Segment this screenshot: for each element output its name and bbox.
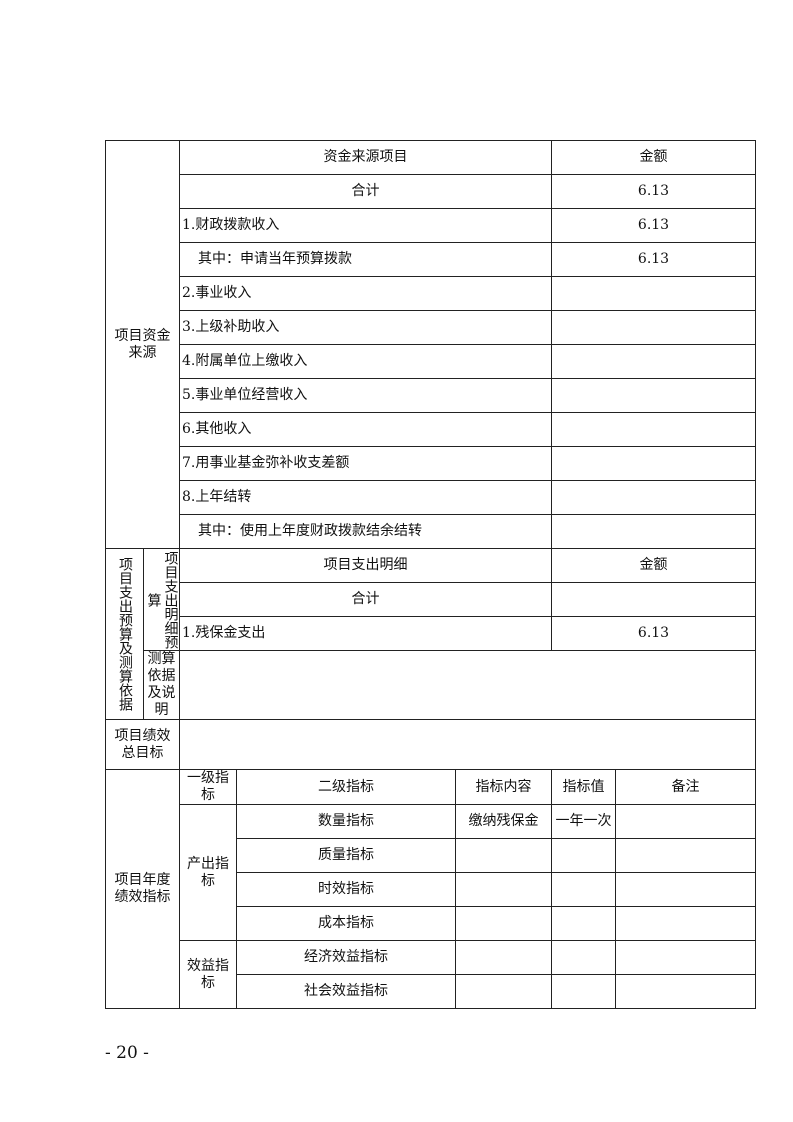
overall-goal-row: 项目绩效总目标: [105, 719, 757, 770]
table-row: 5.事业单位经营收入: [106, 378, 757, 413]
expenditure-section-label: 项目支出预算及测算依据: [105, 548, 144, 720]
basis-value: [178, 650, 757, 720]
detail-label: 项目支出明细预算: [143, 548, 180, 651]
overall-goal-label: 项目绩效总目标: [105, 719, 180, 770]
table-row: 8.上年结转: [106, 480, 757, 515]
indicator-section-label: 项目年度绩效指标: [105, 769, 180, 1009]
header-item: 资金来源项目: [178, 140, 553, 175]
funding-section-label: 项目资金来源: [105, 140, 180, 549]
basis-label: 测算依据及说明: [143, 650, 180, 720]
table-row: 7.用事业基金弥补收支差额: [106, 446, 757, 481]
table-row: 产出指标 数量指标 缴纳残保金 一年一次: [106, 804, 757, 941]
project-budget-table: 项目资金来源 资金来源项目 金额 合计 6.13 1.财政拨款收入 6.13 其中：…: [105, 140, 757, 1009]
table-row: 其中：使用上年度财政拨款结余结转: [106, 514, 757, 549]
basis-row: 测算依据及说明: [106, 650, 757, 720]
page-number: - 20 -: [105, 1043, 149, 1063]
table-row: 时效指标: [106, 872, 757, 907]
table-row: 社会效益指标: [106, 974, 757, 1009]
table-row: 2.事业收入: [106, 276, 757, 311]
overall-goal-value: [178, 719, 757, 770]
table-row: 1.残保金支出 6.13: [106, 616, 757, 651]
table-row: 1.财政拨款收入 6.13: [106, 208, 757, 243]
table-row: 4.附属单位上缴收入: [106, 344, 757, 379]
table-row: 合计 6.13: [106, 174, 757, 209]
header-amount: 金额: [551, 140, 757, 175]
indicator-header-row: 项目年度绩效指标 一级指标 二级指标 指标内容 指标值 备注: [105, 769, 757, 1009]
table-row: 6.其他收入: [106, 412, 757, 447]
table-row: 合计: [106, 582, 757, 617]
group-label: 效益指标: [179, 940, 237, 1009]
table-row: 3.上级补助收入: [106, 310, 757, 345]
funding-header-row: 项目资金来源 资金来源项目 金额: [105, 140, 757, 549]
expenditure-header-row: 项目支出预算及测算依据 项目支出明细预算 项目支出明细 金额: [105, 548, 757, 720]
table-row: 效益指标 经济效益指标: [106, 940, 757, 1009]
table-row: 其中：申请当年预算拨款 6.13: [106, 242, 757, 277]
group-label: 产出指标: [179, 804, 237, 941]
